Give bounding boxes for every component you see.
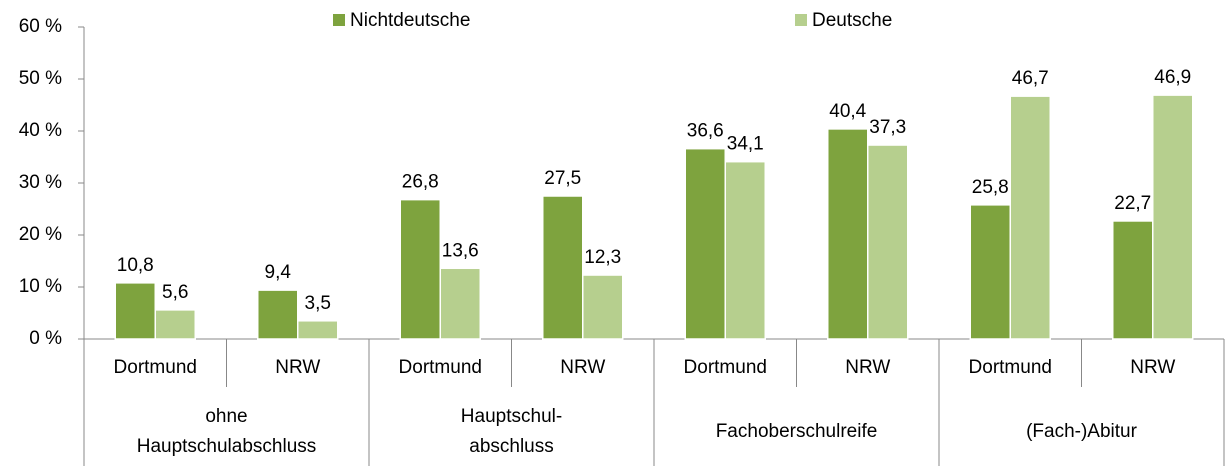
y-tick-label: 50 % (19, 68, 62, 89)
x-tick-label: Dortmund (684, 357, 767, 378)
x-tick-label: NRW (1130, 357, 1175, 378)
bar (827, 128, 869, 340)
x-tick-label: Dortmund (114, 357, 197, 378)
bar (542, 195, 584, 340)
bar (969, 204, 1011, 340)
y-tick-label: 60 % (19, 16, 62, 37)
data-label: 26,8 (402, 172, 439, 193)
bar (1112, 220, 1154, 340)
legend-swatch (795, 14, 807, 26)
y-tick-label: 20 % (19, 224, 62, 245)
y-tick-label: 30 % (19, 172, 62, 193)
bar (867, 144, 909, 340)
data-label: 27,5 (544, 168, 581, 189)
bar (582, 274, 624, 340)
bar (439, 267, 481, 340)
bar (1009, 95, 1051, 340)
data-label: 13,6 (442, 240, 479, 261)
legend-swatch (333, 14, 345, 26)
bar (114, 282, 156, 340)
data-label: 25,8 (972, 177, 1009, 198)
legend-label: Deutsche (812, 10, 892, 31)
data-label: 22,7 (1114, 193, 1151, 214)
bar (684, 147, 726, 340)
data-label: 12,3 (584, 247, 621, 268)
bar (1152, 94, 1194, 340)
y-tick-label: 40 % (19, 120, 62, 141)
data-label: 37,3 (869, 117, 906, 138)
x-tick-label: NRW (275, 357, 320, 378)
group-label: (Fach-)Abitur (1026, 421, 1137, 442)
x-tick-label: NRW (560, 357, 605, 378)
data-label: 40,4 (829, 101, 866, 122)
data-label: 5,6 (162, 282, 188, 303)
y-tick-label: 10 % (19, 276, 62, 297)
group-label: ohne Hauptschulabschluss (136, 406, 317, 457)
x-tick-label: Dortmund (399, 357, 482, 378)
data-label: 34,1 (727, 134, 764, 155)
data-label: 9,4 (265, 262, 292, 283)
data-label: 3,5 (305, 293, 331, 314)
x-tick-label: Dortmund (969, 357, 1052, 378)
data-label: 36,6 (687, 121, 724, 142)
bar (399, 198, 441, 340)
y-tick-label: 0 % (29, 328, 62, 349)
bar (154, 309, 196, 340)
data-label: 10,8 (117, 255, 154, 276)
bar (257, 289, 299, 340)
legend-label: Nichtdeutsche (350, 10, 470, 31)
data-label: 46,7 (1012, 68, 1049, 89)
group-label: Hauptschul- abschluss (460, 406, 563, 457)
bar (297, 320, 339, 340)
bar (724, 160, 766, 340)
x-tick-label: NRW (845, 357, 890, 378)
group-label: Fachoberschulreife (715, 421, 878, 442)
data-label: 46,9 (1154, 67, 1191, 88)
